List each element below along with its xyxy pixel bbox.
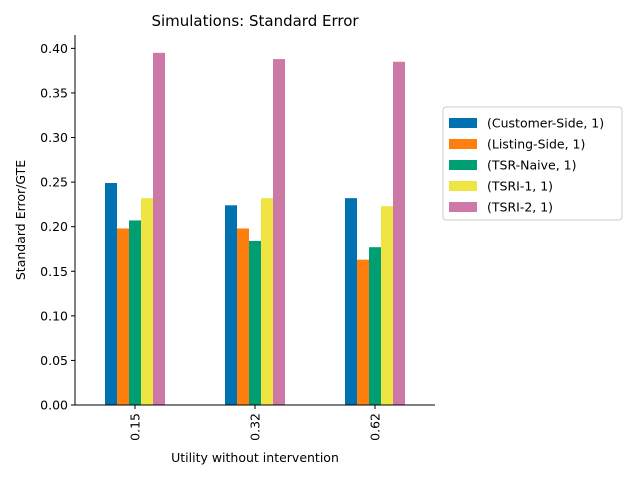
legend-swatch	[449, 202, 477, 212]
y-tick-label: 0.35	[40, 85, 68, 100]
legend-swatch	[449, 139, 477, 149]
bar-0.62-series-1	[357, 259, 369, 405]
bar-0.32-series-0	[225, 205, 237, 405]
y-tick-label: 0.40	[40, 41, 68, 56]
y-tick-label: 0.30	[40, 130, 68, 145]
x-axis-label: Utility without intervention	[171, 450, 339, 465]
legend-label: (Listing-Side, 1)	[487, 137, 585, 152]
bar-0.15-series-1	[117, 228, 129, 405]
legend-swatch	[449, 160, 477, 170]
bar-0.15-series-2	[129, 220, 141, 405]
legend-swatch	[449, 181, 477, 191]
legend-label: (Customer-Side, 1)	[487, 116, 604, 131]
bar-0.62-series-2	[369, 247, 381, 405]
legend: (Customer-Side, 1) (Listing-Side, 1) (TSR-…	[442, 106, 623, 221]
y-ticks-group: 0.00 0.05 0.10 0.15 0.20 0.25 0.30 0.35 0.40	[40, 41, 75, 413]
legend-swatch	[449, 118, 477, 128]
y-tick-label: 0.20	[40, 219, 68, 234]
legend-frame	[442, 106, 623, 221]
y-tick-label: 0.00	[40, 398, 68, 413]
y-axis-label: Standard Error/GTE	[13, 160, 28, 280]
bar-0.32-series-1	[237, 228, 249, 405]
y-tick-label: 0.10	[40, 308, 68, 323]
x-tick-label: 0.62	[368, 413, 383, 441]
bar-0.62-series-4	[393, 61, 405, 406]
legend-label: (TSRI-1, 1)	[487, 179, 553, 194]
bar-0.32-series-3	[261, 198, 273, 405]
y-tick-label: 0.25	[40, 175, 68, 190]
bar-0.32-series-2	[249, 240, 261, 405]
y-tick-label: 0.15	[40, 264, 68, 279]
x-tick-label: 0.32	[248, 413, 263, 441]
x-tick-label: 0.15	[128, 413, 143, 441]
chart-title: Simulations: Standard Error	[151, 12, 359, 30]
bar-0.62-series-0	[345, 198, 357, 405]
legend-label: (TSRI-2, 1)	[487, 200, 553, 215]
legend-label: (TSR-Naive, 1)	[487, 158, 576, 173]
bar-0.15-series-3	[141, 198, 153, 405]
bar-0.32-series-4	[273, 59, 285, 405]
bars-group	[105, 52, 405, 406]
y-tick-label: 0.05	[40, 353, 68, 368]
bar-0.15-series-4	[153, 52, 165, 405]
bar-0.62-series-3	[381, 206, 393, 405]
bar-0.15-series-0	[105, 183, 117, 405]
x-ticks-group: 0.15 0.32 0.62	[128, 405, 383, 441]
